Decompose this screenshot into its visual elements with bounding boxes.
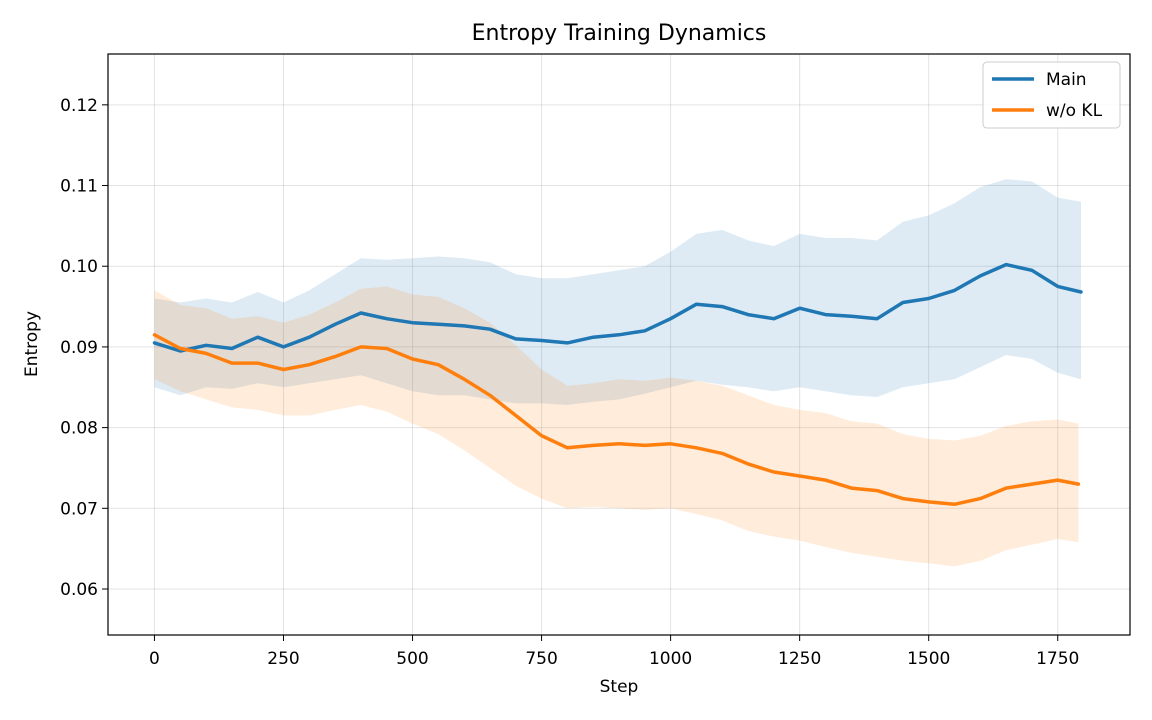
x-tick-label: 250 <box>267 649 299 669</box>
y-tick-label: 0.08 <box>60 419 98 439</box>
line-w-o-kl <box>152 333 1081 507</box>
y-tick-label: 0.07 <box>60 499 98 519</box>
x-tick-label: 1250 <box>778 649 821 669</box>
x-tick-label: 750 <box>525 649 557 669</box>
y-tick-label: 0.12 <box>60 96 98 116</box>
y-axis-label: Entropy <box>22 311 42 377</box>
y-tick-label: 0.10 <box>60 257 98 277</box>
line-main <box>152 262 1083 353</box>
legend: Main w/o KL <box>982 61 1121 129</box>
x-axis-ticks: 0 250 500 750 1000 1250 1500 1750 <box>149 635 1079 669</box>
band-w-o-kl <box>154 286 1079 567</box>
x-tick-label: 500 <box>396 649 428 669</box>
chart-title: Entropy Training Dynamics <box>472 21 767 46</box>
legend-label-w-o-kl: w/o KL <box>1046 101 1103 121</box>
x-tick-label: 0 <box>149 649 160 669</box>
y-tick-label: 0.06 <box>60 580 98 600</box>
y-tick-label: 0.11 <box>60 177 98 197</box>
y-axis-ticks: 0.06 0.07 0.08 0.09 0.10 0.11 0.12 <box>60 96 108 600</box>
grid <box>108 54 1130 635</box>
series-lines <box>152 262 1083 507</box>
x-tick-label: 1750 <box>1036 649 1079 669</box>
y-tick-label: 0.09 <box>60 338 98 358</box>
plot-area-frame <box>107 53 1131 636</box>
x-tick-label: 1000 <box>649 649 692 669</box>
x-tick-label: 1500 <box>907 649 950 669</box>
legend-label-main: Main <box>1046 70 1087 90</box>
x-axis-label: Step <box>600 677 639 697</box>
